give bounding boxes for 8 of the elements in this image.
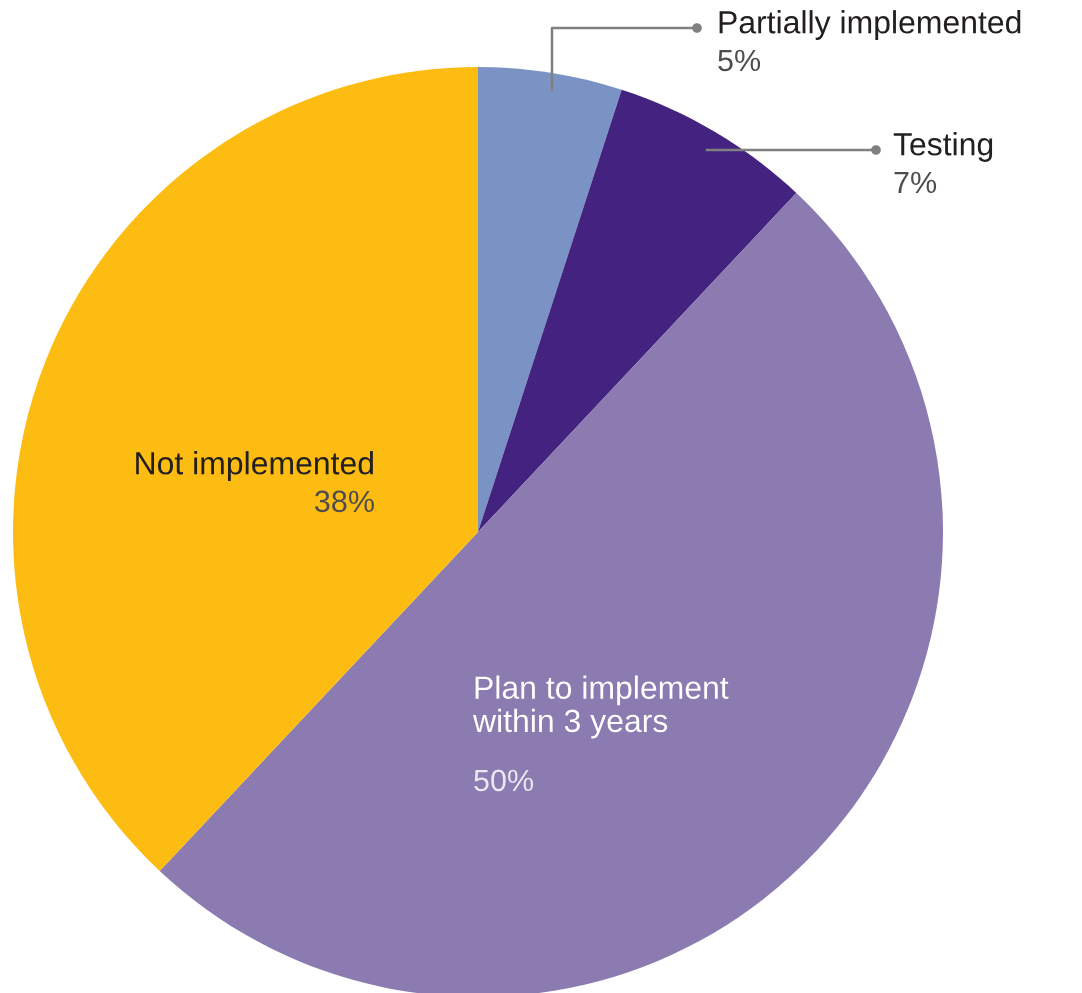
data-label: 7% bbox=[894, 171, 937, 194]
slice-label: Testing bbox=[893, 132, 993, 162]
slice-label: Partially implemented bbox=[719, 10, 1021, 40]
data-label: 50% bbox=[474, 769, 534, 792]
slice-label: Plan to implement within 3 years bbox=[472, 675, 729, 739]
slice-label: Not implemented bbox=[136, 451, 373, 481]
data-label: 5% bbox=[718, 49, 761, 72]
data-label: 38% bbox=[315, 490, 374, 513]
